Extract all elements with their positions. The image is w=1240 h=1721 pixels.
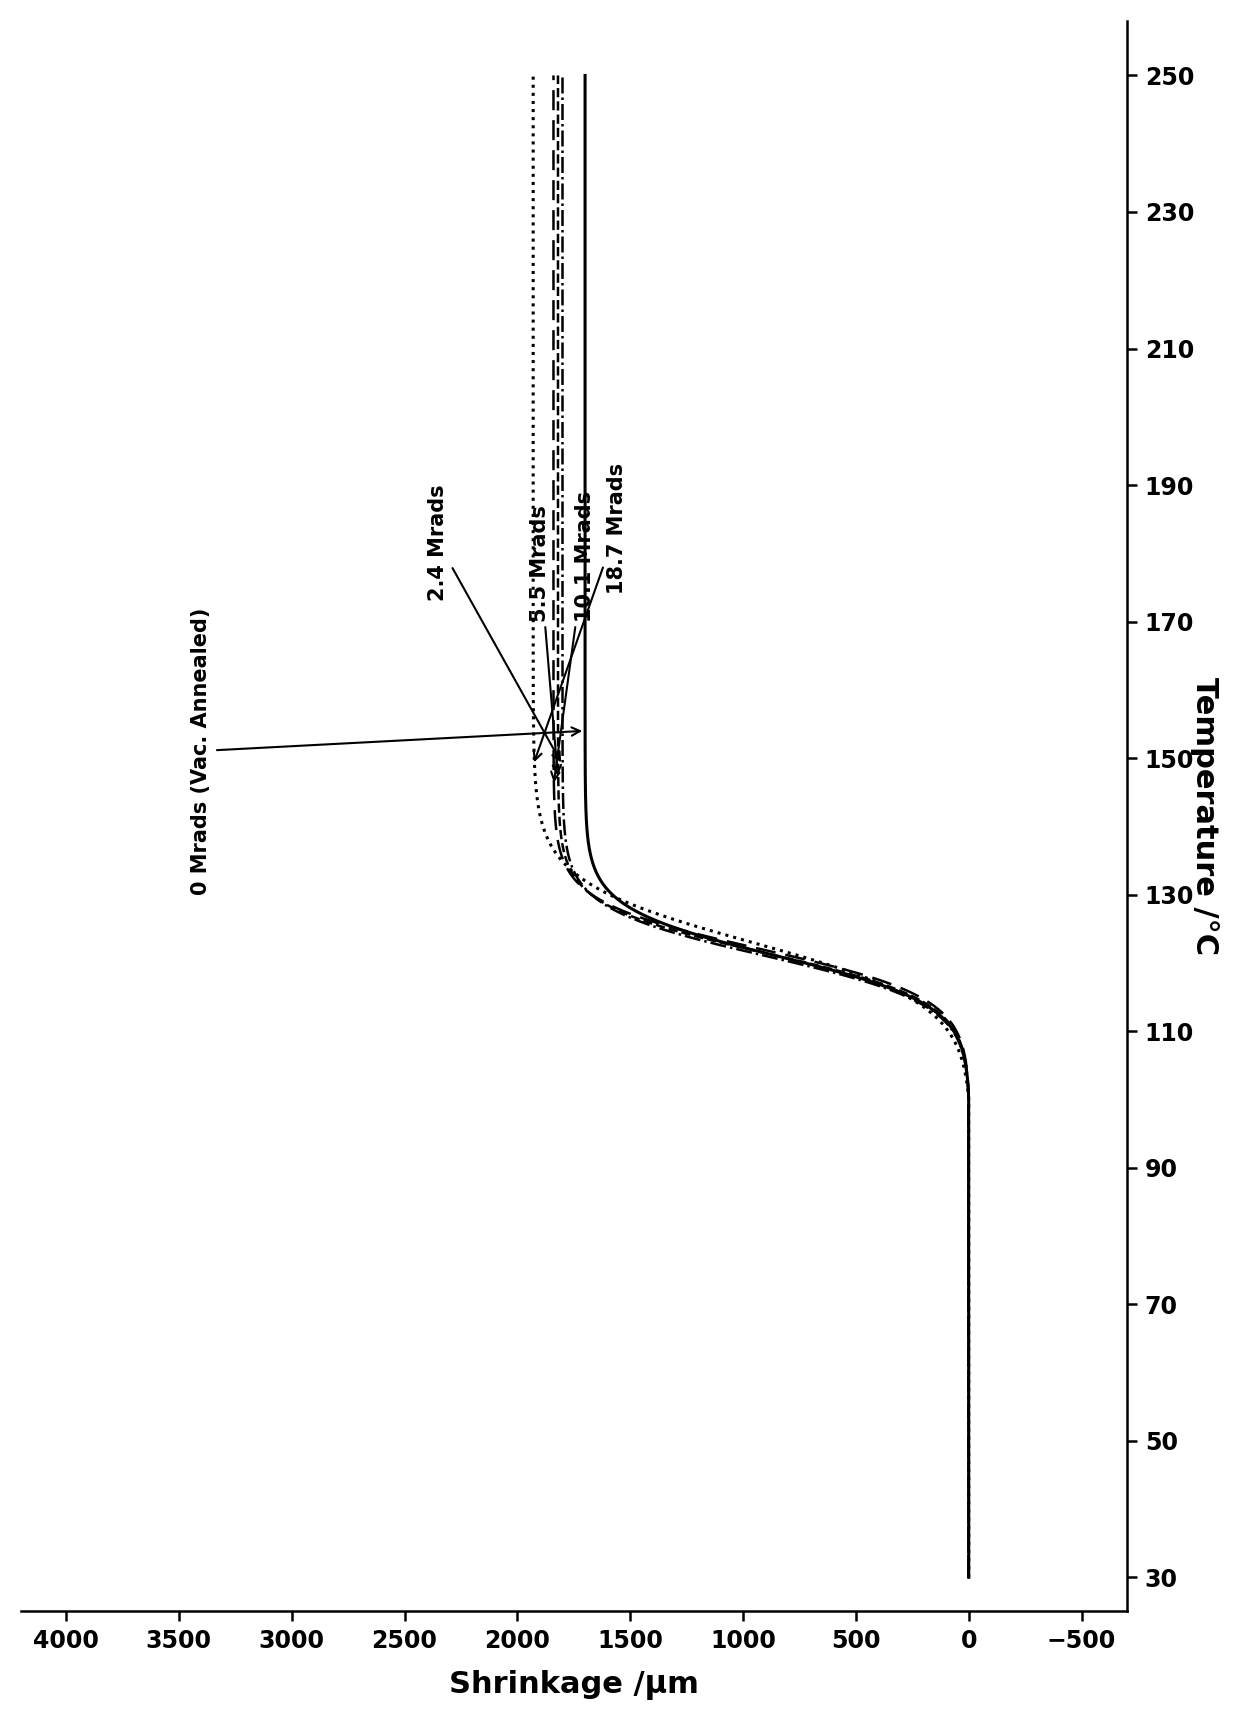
Text: 0 Mrads (Vac. Annealed): 0 Mrads (Vac. Annealed) <box>191 608 580 895</box>
X-axis label: Shrinkage /μm: Shrinkage /μm <box>449 1669 698 1700</box>
Text: 2.4 Mrads: 2.4 Mrads <box>428 485 560 761</box>
Text: 10.1 Mrads: 10.1 Mrads <box>551 490 595 780</box>
Text: 5.5 Mrads: 5.5 Mrads <box>529 504 560 773</box>
Y-axis label: Temperature /°C: Temperature /°C <box>1190 676 1219 955</box>
Text: 18.7 Mrads: 18.7 Mrads <box>533 463 626 761</box>
